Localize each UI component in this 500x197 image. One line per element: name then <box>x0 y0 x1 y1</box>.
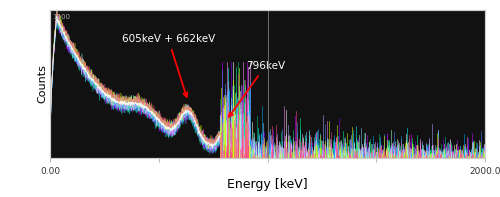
Y-axis label: Counts: Counts <box>37 64 47 103</box>
Text: 796keV: 796keV <box>229 61 285 117</box>
Text: 1000: 1000 <box>52 14 70 20</box>
Text: 605keV + 662keV: 605keV + 662keV <box>122 34 215 97</box>
X-axis label: Energy [keV]: Energy [keV] <box>227 178 308 191</box>
